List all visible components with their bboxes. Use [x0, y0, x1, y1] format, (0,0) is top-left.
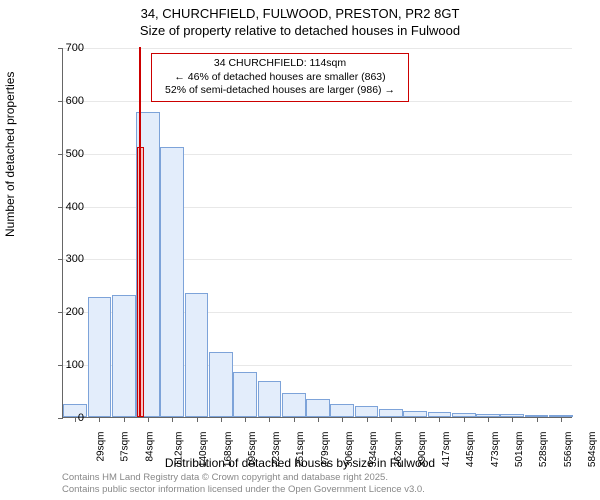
xtick-label: 445sqm: [466, 432, 477, 468]
xtick-label: 501sqm: [514, 432, 525, 468]
xtick-label: 223sqm: [271, 432, 282, 468]
ytick-label: 600: [54, 95, 84, 107]
title-line2: Size of property relative to detached ho…: [0, 23, 600, 40]
xtick-mark: [464, 417, 465, 422]
chart-container: 34, CHURCHFIELD, FULWOOD, PRESTON, PR2 8…: [0, 0, 600, 500]
histogram-bar: [282, 393, 306, 417]
xtick-mark: [561, 417, 562, 422]
annotation-line2: ← 46% of detached houses are smaller (86…: [158, 71, 402, 85]
xtick-label: 556sqm: [563, 432, 574, 468]
xtick-label: 473sqm: [490, 432, 501, 468]
xtick-label: 279sqm: [320, 432, 331, 468]
chart-title: 34, CHURCHFIELD, FULWOOD, PRESTON, PR2 8…: [0, 0, 600, 40]
ytick-label: 100: [54, 359, 84, 371]
histogram-bar: [112, 295, 136, 417]
ytick-label: 700: [54, 42, 84, 54]
ytick-label: 500: [54, 148, 84, 160]
xtick-mark: [148, 417, 149, 422]
title-line1: 34, CHURCHFIELD, FULWOOD, PRESTON, PR2 8…: [0, 6, 600, 23]
histogram-bar: [185, 293, 209, 417]
histogram-bar: [160, 147, 184, 417]
xtick-mark: [124, 417, 125, 422]
xtick-mark: [439, 417, 440, 422]
ytick-label: 200: [54, 306, 84, 318]
xtick-label: 306sqm: [344, 432, 355, 468]
footer-line1: Contains HM Land Registry data © Crown c…: [62, 472, 425, 484]
xtick-mark: [197, 417, 198, 422]
ytick-label: 400: [54, 201, 84, 213]
xtick-label: 251sqm: [296, 432, 307, 468]
xtick-label: 584sqm: [587, 432, 598, 468]
xtick-label: 84sqm: [144, 432, 155, 462]
xtick-mark: [342, 417, 343, 422]
xtick-label: 112sqm: [173, 432, 184, 467]
xtick-label: 29sqm: [96, 432, 107, 462]
xtick-label: 140sqm: [198, 432, 209, 468]
histogram-bar: [258, 381, 282, 417]
xtick-label: 168sqm: [223, 432, 234, 468]
xtick-mark: [221, 417, 222, 422]
xtick-label: 390sqm: [417, 432, 428, 468]
xtick-label: 334sqm: [368, 432, 379, 468]
histogram-bar: [355, 406, 379, 417]
xtick-mark: [245, 417, 246, 422]
xtick-mark: [269, 417, 270, 422]
xtick-mark: [172, 417, 173, 422]
xtick-mark: [488, 417, 489, 422]
xtick-mark: [318, 417, 319, 422]
histogram-bar: [306, 399, 330, 418]
histogram-bar: [379, 409, 403, 417]
annotation-line3: 52% of semi-detached houses are larger (…: [158, 84, 402, 98]
xtick-mark: [99, 417, 100, 422]
xtick-mark: [294, 417, 295, 422]
xtick-mark: [537, 417, 538, 422]
plot-area: 34 CHURCHFIELD: 114sqm← 46% of detached …: [62, 48, 572, 418]
xtick-label: 528sqm: [538, 432, 549, 468]
histogram-bar: [330, 404, 354, 417]
footer-line2: Contains public sector information licen…: [62, 484, 425, 496]
xtick-mark: [367, 417, 368, 422]
xtick-mark: [391, 417, 392, 422]
ytick-label: 0: [54, 412, 84, 424]
y-axis-label: Number of detached properties: [3, 72, 17, 237]
marker-line: [139, 47, 141, 417]
xtick-label: 417sqm: [441, 432, 452, 468]
histogram-bar: [209, 352, 233, 417]
annotation-line1: 34 CHURCHFIELD: 114sqm: [158, 57, 402, 71]
histogram-bar: [233, 372, 257, 417]
histogram-bar: [88, 297, 112, 418]
xtick-label: 57sqm: [120, 432, 131, 462]
footer-attribution: Contains HM Land Registry data © Crown c…: [62, 472, 425, 496]
xtick-label: 362sqm: [393, 432, 404, 468]
xtick-label: 195sqm: [247, 432, 258, 468]
xtick-mark: [512, 417, 513, 422]
annotation-box: 34 CHURCHFIELD: 114sqm← 46% of detached …: [151, 53, 409, 102]
ytick-label: 300: [54, 253, 84, 265]
xtick-mark: [415, 417, 416, 422]
